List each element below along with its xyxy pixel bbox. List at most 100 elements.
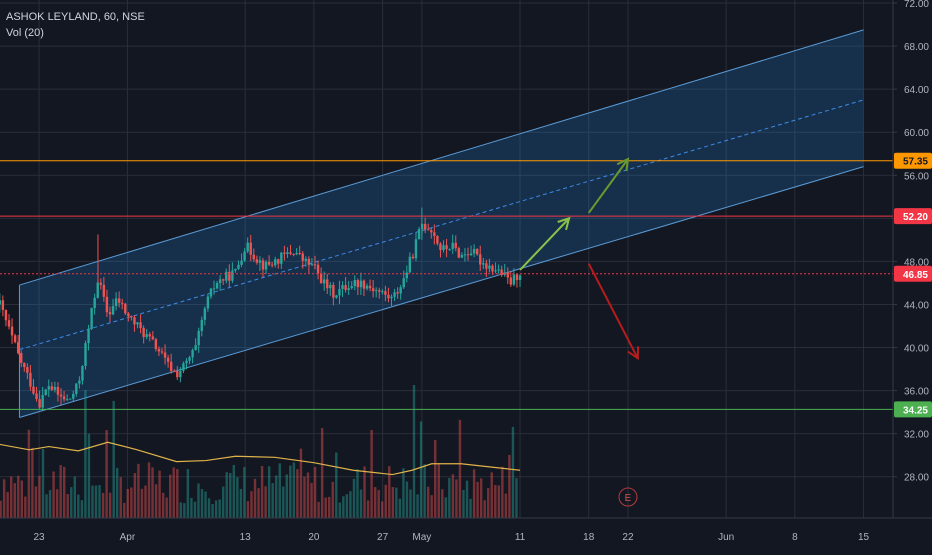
candle-body — [378, 290, 381, 292]
candle-body — [176, 371, 179, 378]
candle-body — [417, 229, 421, 240]
candle-body — [255, 259, 259, 263]
candle-body — [405, 272, 409, 279]
candle-body — [26, 367, 29, 373]
volume-bar — [204, 491, 207, 518]
candle-body — [84, 343, 87, 367]
candle-body — [72, 393, 75, 399]
candle-body — [479, 254, 482, 265]
volume-bar — [70, 487, 73, 518]
volume-bar — [200, 489, 204, 518]
candle-body — [289, 252, 292, 254]
volume-bar — [335, 452, 338, 518]
candle-body — [151, 336, 155, 340]
candle-body — [194, 345, 197, 351]
candle-body — [38, 399, 41, 408]
candle-body — [154, 339, 158, 349]
x-tick-label: May — [412, 532, 431, 543]
candle-body — [197, 331, 200, 346]
volume-bar — [444, 497, 448, 518]
volume-bar — [267, 466, 271, 518]
candle-body — [518, 275, 522, 281]
candle-body — [44, 389, 47, 396]
volume-bar — [133, 473, 137, 518]
volume-bar — [289, 465, 292, 518]
candle-body — [335, 295, 338, 298]
volume-bar — [232, 464, 236, 518]
volume-bar — [483, 500, 486, 518]
candle-body — [99, 282, 102, 285]
candle-body — [445, 245, 448, 250]
volume-bar — [465, 480, 469, 518]
candle-body — [304, 258, 308, 261]
volume-bar — [2, 479, 6, 518]
volume-bar — [271, 483, 274, 518]
volume-bar — [313, 466, 317, 518]
volume-bar — [130, 487, 133, 518]
volume-bar — [48, 490, 52, 518]
candle-body — [472, 249, 476, 254]
candle-body — [371, 288, 375, 292]
candle-body — [7, 320, 11, 327]
volume-bar — [278, 463, 281, 518]
y-tick-label: 48.00 — [904, 257, 929, 268]
volume-bar — [38, 475, 41, 518]
volume-indicator-label[interactable]: Vol (20) — [6, 27, 44, 39]
volume-bar — [94, 485, 98, 518]
volume-bar — [501, 466, 504, 518]
price-tag — [894, 401, 932, 418]
candle-body — [166, 357, 170, 362]
volume-bar — [363, 466, 366, 518]
volume-bar — [511, 426, 515, 518]
volume-bar — [10, 476, 13, 518]
volume-bar — [352, 478, 356, 518]
candle-body — [145, 334, 148, 338]
candle-body — [460, 254, 464, 258]
volume-bar — [419, 421, 423, 518]
candle-body — [316, 264, 320, 274]
candle-body — [344, 285, 347, 290]
volume-bar — [63, 466, 66, 518]
volume-bar — [105, 430, 108, 518]
channel-upper-line — [19, 29, 864, 286]
candle-body — [96, 282, 99, 298]
y-tick-label: 32.00 — [904, 430, 929, 441]
volume-bar — [494, 485, 497, 518]
candle-body — [249, 242, 252, 255]
candle-body — [221, 279, 225, 281]
candle-body — [442, 245, 445, 251]
volume-bar — [373, 487, 377, 518]
volume-bar — [144, 485, 147, 518]
candle-body — [365, 285, 369, 289]
volume-bar — [423, 464, 426, 518]
volume-ma-line — [0, 441, 521, 476]
candle-body — [185, 360, 188, 364]
volume-bar — [176, 469, 179, 518]
candle-body — [298, 253, 301, 255]
price-tag-label: 34.25 — [903, 405, 928, 416]
volume-bar — [20, 480, 24, 518]
candle-body — [111, 306, 115, 315]
volume-bar — [126, 488, 130, 518]
volume-bar — [66, 494, 69, 518]
candle-body — [65, 399, 69, 401]
candle-body — [399, 287, 402, 294]
volume-bar — [27, 429, 31, 518]
volume-bar — [161, 492, 165, 518]
volume-bar — [214, 500, 218, 518]
volume-bar — [45, 494, 48, 518]
symbol-title[interactable]: ASHOK LEYLAND, 60, NSE — [6, 11, 145, 23]
candle-body — [322, 279, 326, 284]
candle-body — [427, 229, 430, 231]
volume-bar — [366, 500, 370, 518]
volume-bar — [469, 498, 472, 518]
candle-body — [274, 259, 277, 266]
volume-bar — [246, 501, 250, 518]
x-tick-label: 15 — [858, 532, 870, 543]
candle-body — [347, 288, 350, 290]
candle-body — [121, 302, 124, 304]
volume-bar — [108, 492, 112, 518]
candle-body — [408, 256, 412, 273]
candle-body — [362, 280, 366, 289]
